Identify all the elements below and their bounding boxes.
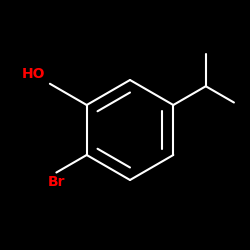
Text: HO: HO (22, 67, 45, 81)
Text: Br: Br (48, 175, 65, 189)
